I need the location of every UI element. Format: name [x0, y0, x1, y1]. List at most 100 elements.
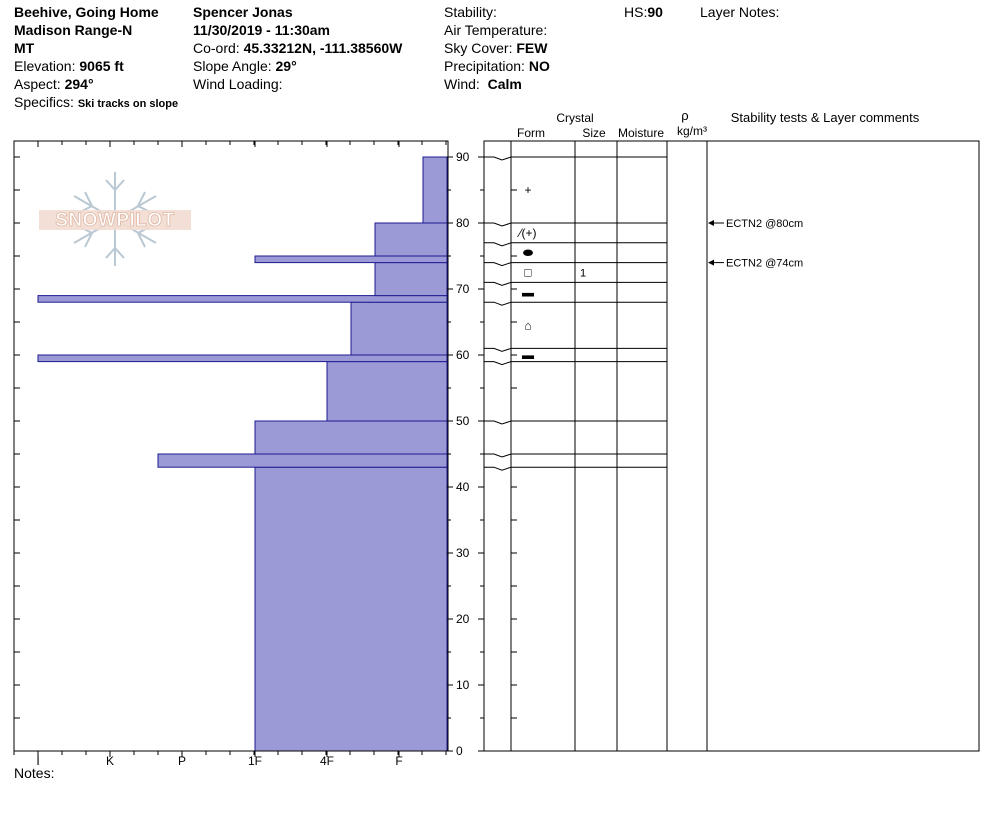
precip-row: Precipitation: NO — [444, 57, 550, 75]
state-name: MT — [14, 40, 35, 56]
aspect-label: Aspect: — [14, 76, 61, 92]
hardness-tick-label: P — [178, 754, 186, 768]
height-tick-label: 0 — [456, 744, 463, 758]
elevation-label: Elevation: — [14, 58, 76, 74]
height-tick-label: 60 — [456, 348, 470, 362]
crystal-form-symbol: ⬬ — [523, 246, 534, 260]
specifics-row: Specifics: Ski tracks on slope — [14, 93, 178, 113]
hardness-bar — [422, 156, 448, 224]
header-observer-block: Spencer Jonas 11/30/2019 - 11:30am Co-or… — [193, 3, 402, 93]
stability-test-arrowhead — [708, 259, 714, 266]
coord-value: 45.33212N, -111.38560W — [243, 40, 403, 56]
logo-text: SNOWPILOT — [55, 210, 175, 231]
height-tick-label: 30 — [456, 546, 470, 560]
layer-boundary-connector — [484, 420, 512, 425]
header-location-block: Beehive, Going Home Madison Range-N MT E… — [14, 3, 178, 113]
layer-boundary-connector — [484, 466, 512, 471]
layer-boundary-connector — [484, 156, 512, 161]
crystal-form-symbol: □ — [524, 266, 531, 280]
moisture-header: Moisture — [618, 126, 664, 140]
wind-loading-label: Wind Loading: — [193, 76, 283, 92]
wind-loading-row: Wind Loading: — [193, 75, 402, 93]
sky-value: FEW — [516, 40, 548, 56]
height-tick-label: 10 — [456, 678, 470, 692]
wind-label: Wind: — [444, 76, 480, 92]
hardness-bar — [157, 453, 448, 468]
stability-label: Stability: — [444, 4, 497, 20]
stability-tests: ECTN2 @80cm ECTN2 @74cm — [708, 218, 803, 270]
hardness-bar — [254, 420, 448, 455]
size-header: Size — [582, 126, 606, 140]
hardness-bars — [37, 156, 448, 752]
layer-table — [483, 140, 980, 752]
layer-boundary-lines — [484, 156, 667, 471]
stability-test-arrowhead — [708, 220, 714, 226]
hardness-tick-label: I — [36, 754, 39, 768]
location-name: Beehive, Going Home — [14, 4, 159, 20]
stability-test-label: ECTN2 @74cm — [726, 258, 803, 270]
wind-row: Wind: Calm — [444, 75, 550, 93]
crystal-cells: + ⁄(+) ⬬ □ 1 ▬ ⌂ ▬ — [516, 183, 586, 362]
form-header: Form — [517, 126, 545, 140]
hardness-tick-label: 4F — [320, 754, 334, 768]
hardness-axis-ticks: I K P 1F 4F F — [13, 141, 447, 768]
hardness-tick-label: K — [106, 754, 114, 768]
hardness-tick-label: F — [395, 754, 402, 768]
aspect-value: 294° — [64, 76, 94, 92]
hardness-bar — [326, 361, 448, 422]
hardness-plot-frame — [13, 140, 449, 752]
crystal-form-symbol: ⁄(+) — [516, 226, 536, 240]
hardness-bar — [374, 222, 448, 257]
layer-boundary-connector — [484, 242, 512, 247]
hardness-tick-label: 1F — [248, 754, 262, 768]
snowpilot-logo: SNOWPILOT — [39, 172, 191, 266]
slope-row: Slope Angle: 29° — [193, 57, 402, 75]
height-tick-label: 90 — [456, 150, 470, 164]
coord-row: Co-ord: 45.33212N, -111.38560W — [193, 39, 402, 57]
range-name: Madison Range-N — [14, 22, 133, 38]
hs-block: HS:90 — [624, 3, 663, 21]
specifics-label: Specifics: — [14, 94, 74, 110]
stability-test-label: ECTN2 @80cm — [726, 218, 803, 230]
height-tick-label: 20 — [456, 612, 470, 626]
rho-header: ρ — [681, 108, 688, 123]
height-tick-label: 80 — [456, 216, 470, 230]
logo-band — [39, 210, 191, 230]
hardness-bar — [254, 255, 448, 264]
precip-value: NO — [528, 58, 550, 74]
layer-boundary-connector — [484, 222, 512, 227]
precip-label: Precipitation: — [444, 58, 525, 74]
elevation-value: 9065 ft — [79, 58, 124, 74]
hardness-bar — [350, 301, 448, 356]
height-axis: 0 10 20 30 40 50 60 70 80 90 — [447, 150, 517, 758]
observation-datetime: 11/30/2019 - 11:30am — [193, 22, 331, 38]
layer-boundary-connector — [484, 281, 512, 286]
layer-boundary-connector — [484, 453, 512, 458]
height-tick-label: 40 — [456, 480, 470, 494]
layer-boundary-connector — [484, 347, 512, 352]
hs-value: 90 — [647, 4, 663, 20]
wind-value: Calm — [487, 76, 522, 92]
air-temp-label: Air Temperature: — [444, 22, 548, 38]
hs-label: HS: — [624, 4, 648, 20]
layer-boundary-connector — [484, 262, 512, 267]
height-tick-label: 70 — [456, 282, 470, 296]
height-tick-label: 50 — [456, 414, 470, 428]
aspect-row: Aspect: 294° — [14, 75, 178, 93]
hardness-bar — [37, 295, 448, 303]
hardness-bar — [37, 354, 448, 363]
layer-table-frame — [483, 140, 980, 752]
slope-label: Slope Angle: — [193, 58, 272, 74]
density-unit-header: kg/m³ — [677, 124, 707, 138]
observer-name: Spencer Jonas — [193, 4, 293, 20]
sky-row: Sky Cover: FEW — [444, 39, 550, 57]
crystal-form-symbol: ⌂ — [524, 318, 531, 332]
crystal-form-symbol: + — [524, 183, 531, 197]
crystal-size-value: 1 — [580, 268, 586, 280]
slope-value: 29° — [275, 58, 297, 74]
layer-notes-label: Layer Notes: — [700, 4, 780, 20]
layer-table-headers: Crystal Form Size Moisture ρ kg/m³ Stabi… — [517, 108, 920, 140]
layer-boundary-connector — [484, 301, 512, 306]
header-weather-block: Stability: Air Temperature: Sky Cover: F… — [444, 3, 550, 93]
